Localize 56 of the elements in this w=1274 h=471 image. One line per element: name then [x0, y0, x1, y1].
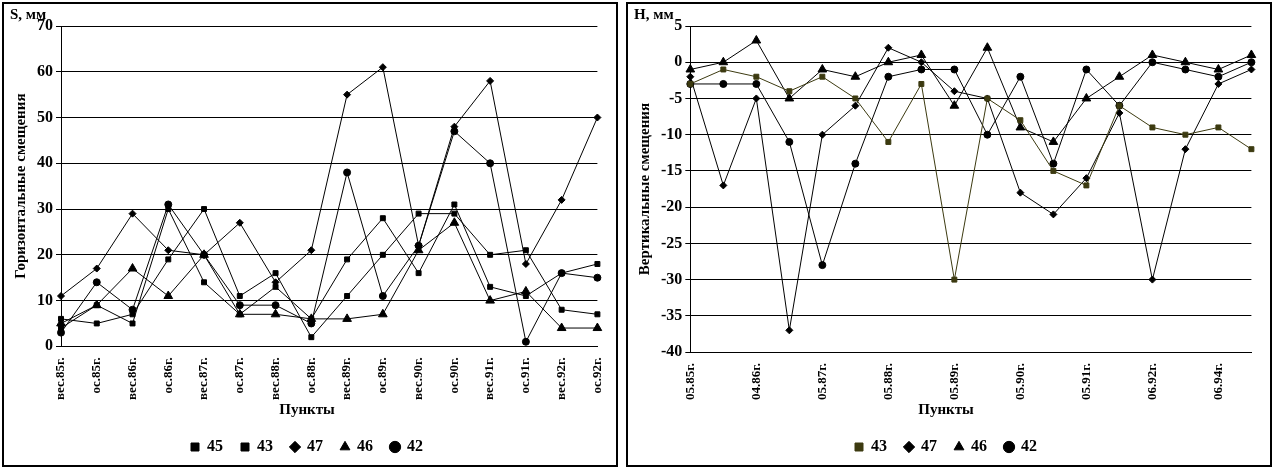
- x-tick-label: вес.90г.: [409, 357, 425, 400]
- x-tick-label: 05.90г.: [1011, 363, 1027, 400]
- legend-title: Пункты: [918, 401, 975, 418]
- legend-label: 46: [357, 437, 373, 455]
- x-tick-label: вес.86г.: [123, 357, 139, 400]
- x-tick-label: ос.89г.: [374, 357, 390, 394]
- y-tick-label: -10: [661, 124, 683, 142]
- x-tick-label: 06.92г.: [1143, 363, 1159, 400]
- x-tick-label: вес.87г.: [195, 357, 211, 400]
- x-tick-label: вес.92г.: [553, 357, 568, 400]
- legend-label: 47: [307, 437, 323, 455]
- x-tick-label: вес.91г.: [481, 357, 497, 400]
- y-tick-label: -35: [661, 305, 683, 323]
- x-tick-label: вес.85г.: [52, 357, 68, 400]
- y-tick-label: 20: [37, 244, 53, 262]
- x-tick-label: 06.94г.: [1209, 363, 1225, 400]
- x-tick-label: ос.87г.: [231, 357, 247, 394]
- x-tick-label: 05.88г.: [879, 363, 895, 400]
- legend-title: Пункты: [279, 401, 336, 418]
- x-tick-label: вес.88г.: [266, 357, 282, 400]
- y-tick-label: -20: [661, 197, 683, 215]
- y-axis-title: Вертикальные смещения: [635, 102, 652, 276]
- y-tick-label: 10: [37, 290, 53, 308]
- x-tick-label: ос.88г.: [302, 357, 318, 394]
- x-tick-label: ос.86г.: [159, 357, 175, 394]
- x-tick-label: ос.85г.: [88, 357, 104, 394]
- x-tick-label: 05.89г.: [945, 363, 961, 400]
- legend-label: 43: [871, 437, 887, 455]
- y-tick-label: 60: [37, 61, 53, 79]
- y-tick-label: 50: [37, 107, 53, 125]
- y-tick-label: -5: [669, 88, 683, 106]
- y-tick-label: 40: [37, 153, 53, 171]
- y-tick-label: -15: [661, 161, 683, 179]
- y-tick-label: -40: [661, 342, 683, 360]
- x-tick-label: 05.85г.: [681, 363, 697, 400]
- y-axis-title: Горизонтальные смещения: [11, 93, 28, 279]
- y-tick-label: 0: [45, 336, 53, 354]
- y-tick-label: -25: [661, 233, 683, 251]
- x-tick-label: вес.89г.: [338, 357, 354, 400]
- x-tick-label: 05.91г.: [1077, 363, 1093, 400]
- y-tick-label: 30: [37, 199, 53, 217]
- x-tick-label: ос.91г.: [517, 357, 533, 394]
- y-tick-label: 5: [674, 16, 683, 34]
- x-tick-label: ос.90г.: [445, 357, 461, 394]
- legend-label: 43: [257, 437, 273, 455]
- x-tick-label: 04.86г.: [747, 363, 763, 400]
- x-tick-label: ос.92г.: [588, 357, 604, 394]
- legend-label: 47: [921, 437, 937, 455]
- legend-label: 45: [207, 437, 223, 455]
- legend-label: 46: [971, 437, 987, 455]
- y-tick-label: -30: [661, 269, 683, 287]
- y-tick-label: 0: [674, 52, 683, 70]
- legend-label: 42: [1021, 437, 1037, 455]
- text: H, мм: [634, 6, 674, 23]
- x-tick-label: 05.87г.: [813, 363, 829, 400]
- legend-label: 42: [407, 437, 423, 455]
